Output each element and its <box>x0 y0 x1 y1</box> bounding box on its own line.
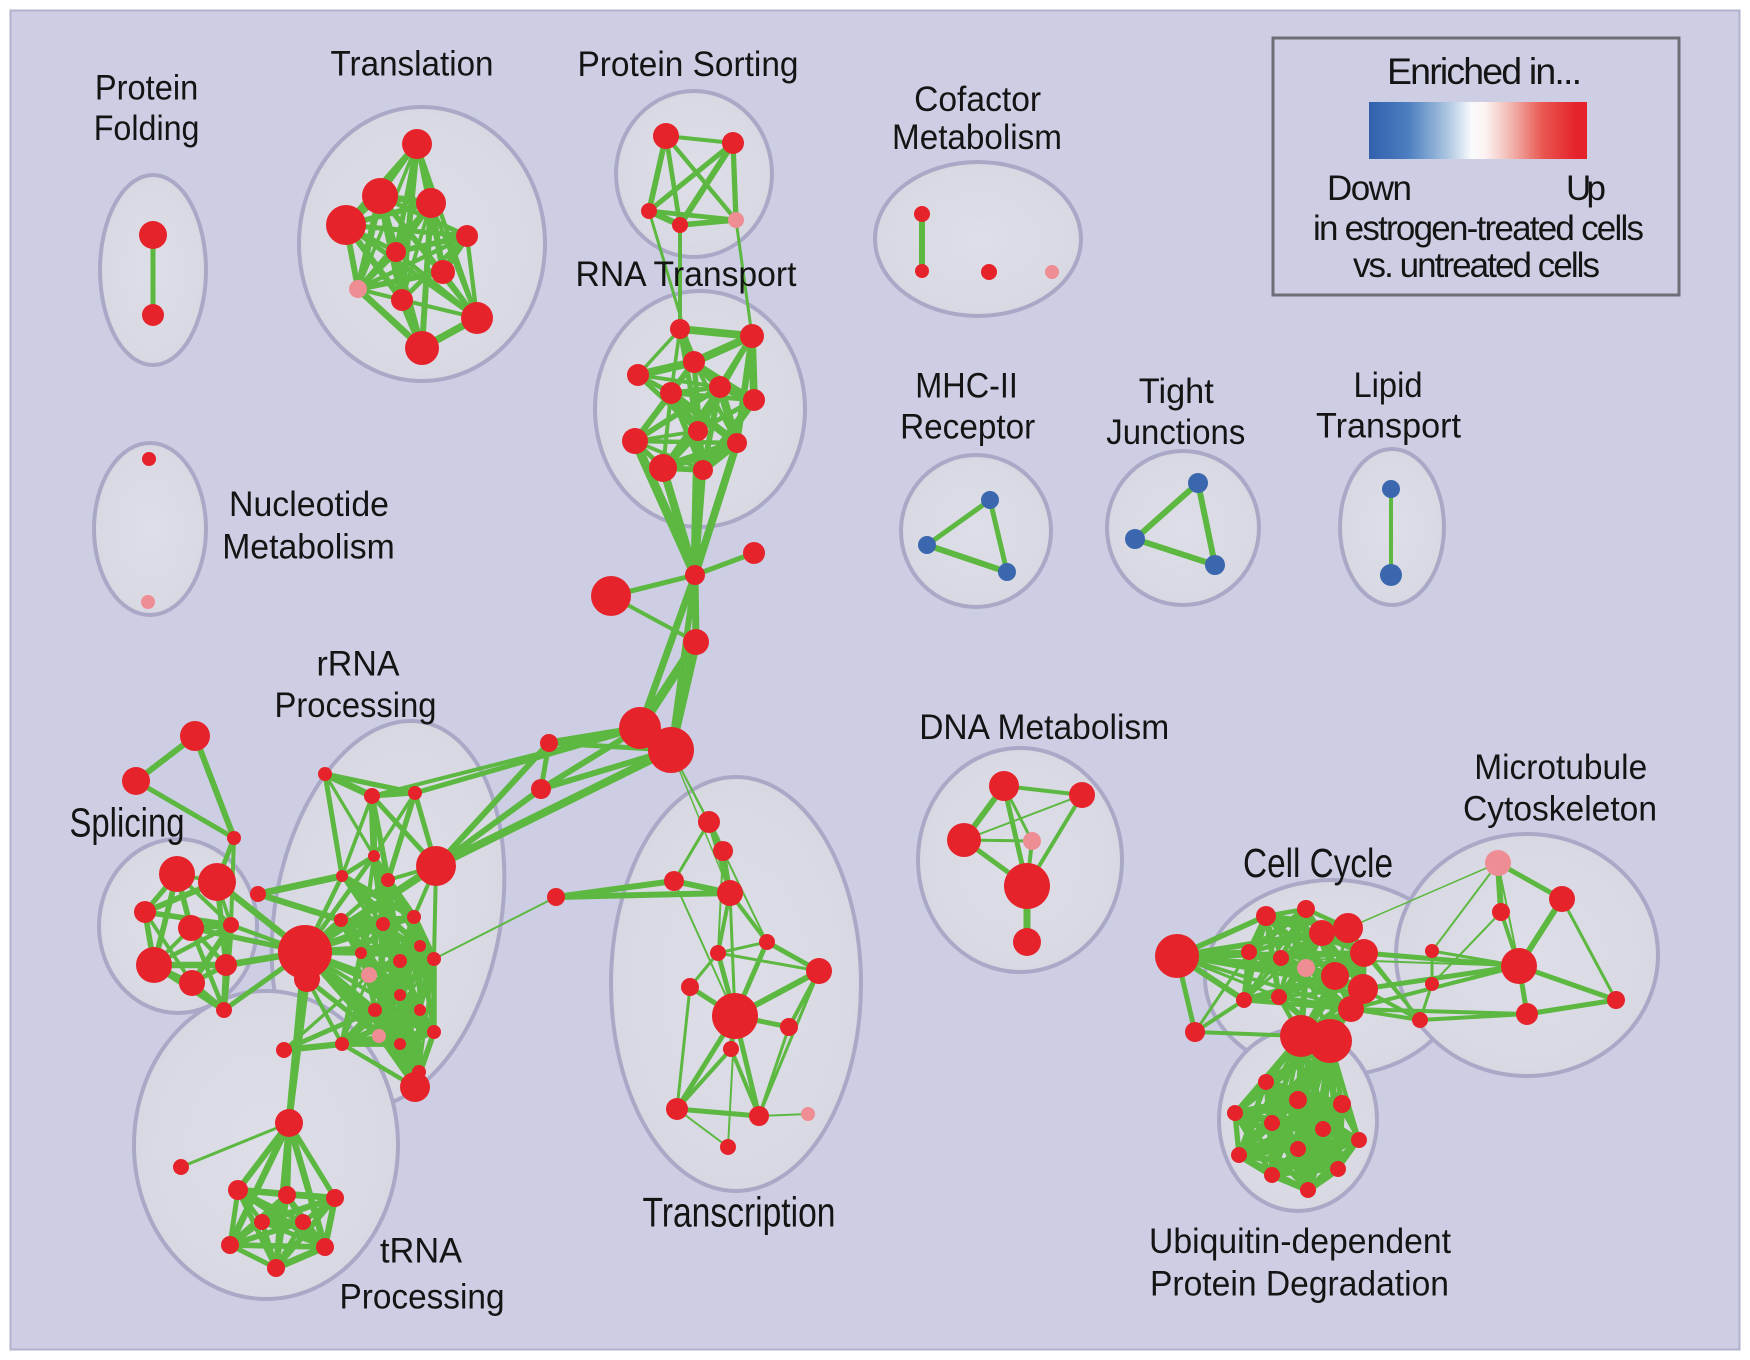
svg-text:tRNA: tRNA <box>380 1232 463 1271</box>
svg-text:Receptor: Receptor <box>900 408 1036 447</box>
svg-text:Nucleotide: Nucleotide <box>229 485 389 524</box>
svg-text:Junctions: Junctions <box>1106 413 1245 452</box>
svg-text:Folding: Folding <box>94 109 200 148</box>
svg-text:MHC-II: MHC-II <box>915 367 1018 406</box>
svg-text:Up: Up <box>1566 169 1606 208</box>
svg-text:Cofactor: Cofactor <box>914 80 1041 119</box>
svg-text:Splicing: Splicing <box>70 799 185 845</box>
svg-text:Ubiquitin-dependent: Ubiquitin-dependent <box>1149 1222 1451 1261</box>
svg-text:vs. untreated cells: vs. untreated cells <box>1353 246 1600 285</box>
svg-text:Lipid: Lipid <box>1354 366 1423 405</box>
svg-text:Processing: Processing <box>340 1278 505 1317</box>
svg-text:DNA Metabolism: DNA Metabolism <box>919 708 1169 747</box>
svg-text:Protein: Protein <box>95 68 198 107</box>
svg-text:RNA Transport: RNA Transport <box>576 255 797 294</box>
svg-text:in estrogen-treated cells: in estrogen-treated cells <box>1313 209 1644 248</box>
svg-text:Cytoskeleton: Cytoskeleton <box>1463 789 1657 828</box>
svg-text:Metabolism: Metabolism <box>222 528 395 567</box>
svg-text:rRNA: rRNA <box>317 645 401 684</box>
svg-text:Enriched in...: Enriched in... <box>1387 50 1582 92</box>
svg-text:Protein Sorting: Protein Sorting <box>578 45 799 84</box>
svg-text:Cell Cycle: Cell Cycle <box>1243 840 1393 886</box>
svg-text:Tight: Tight <box>1139 372 1214 411</box>
svg-text:Microtubule: Microtubule <box>1474 748 1647 787</box>
svg-text:Processing: Processing <box>275 686 437 725</box>
svg-text:Translation: Translation <box>331 45 494 84</box>
svg-text:Transcription: Transcription <box>643 1188 836 1235</box>
svg-text:Protein Degradation: Protein Degradation <box>1150 1264 1449 1303</box>
svg-text:Transport: Transport <box>1316 406 1461 445</box>
svg-text:Down: Down <box>1327 169 1412 208</box>
svg-text:Metabolism: Metabolism <box>892 118 1062 157</box>
